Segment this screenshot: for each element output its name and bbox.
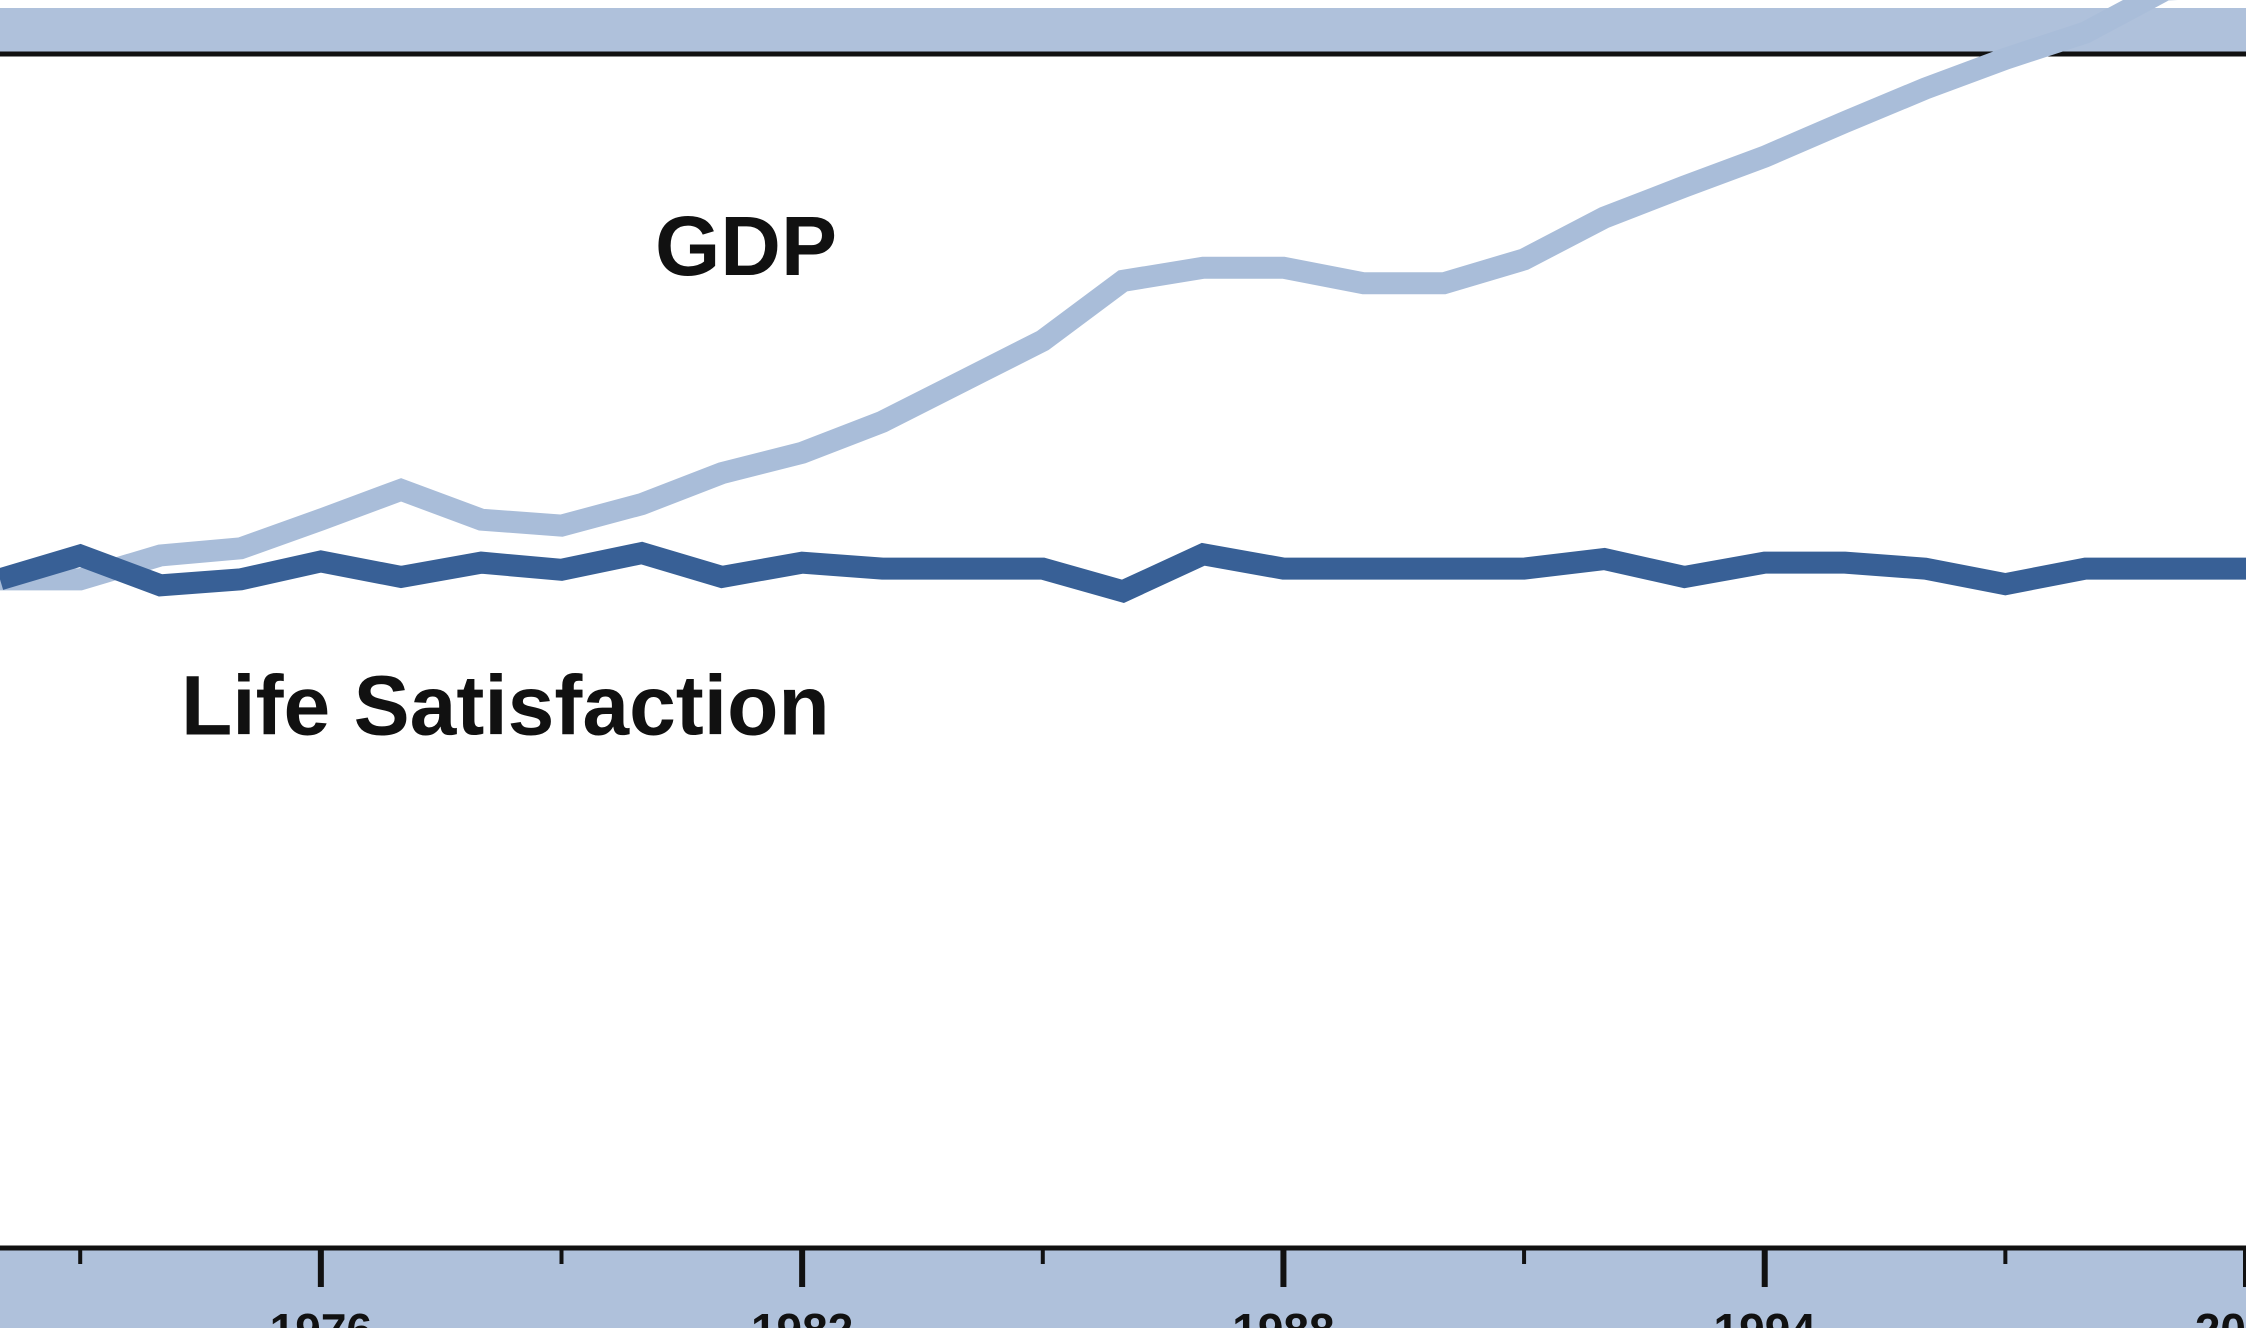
x-tick-label: 1988 (1232, 1304, 1334, 1328)
series-line-gdp (0, 0, 2178, 591)
bottom-band (0, 1248, 2246, 1328)
annotation-label: Life Satisfaction (181, 659, 830, 753)
top-band (0, 8, 2246, 53)
annotations: GDP Life Satisfaction (181, 199, 837, 753)
series-line-life-satisfaction (0, 541, 2246, 603)
series-lines (0, 0, 2246, 603)
x-ticks: 1976 1982 1988 1994 2000 (78, 1249, 2246, 1328)
x-tick-label: 2000 (2195, 1304, 2246, 1328)
x-tick-label: 1982 (751, 1304, 853, 1328)
x-tick-label: 1976 (270, 1304, 372, 1328)
x-tick-label: 1994 (1714, 1304, 1817, 1328)
annotation-label: GDP (655, 199, 837, 293)
